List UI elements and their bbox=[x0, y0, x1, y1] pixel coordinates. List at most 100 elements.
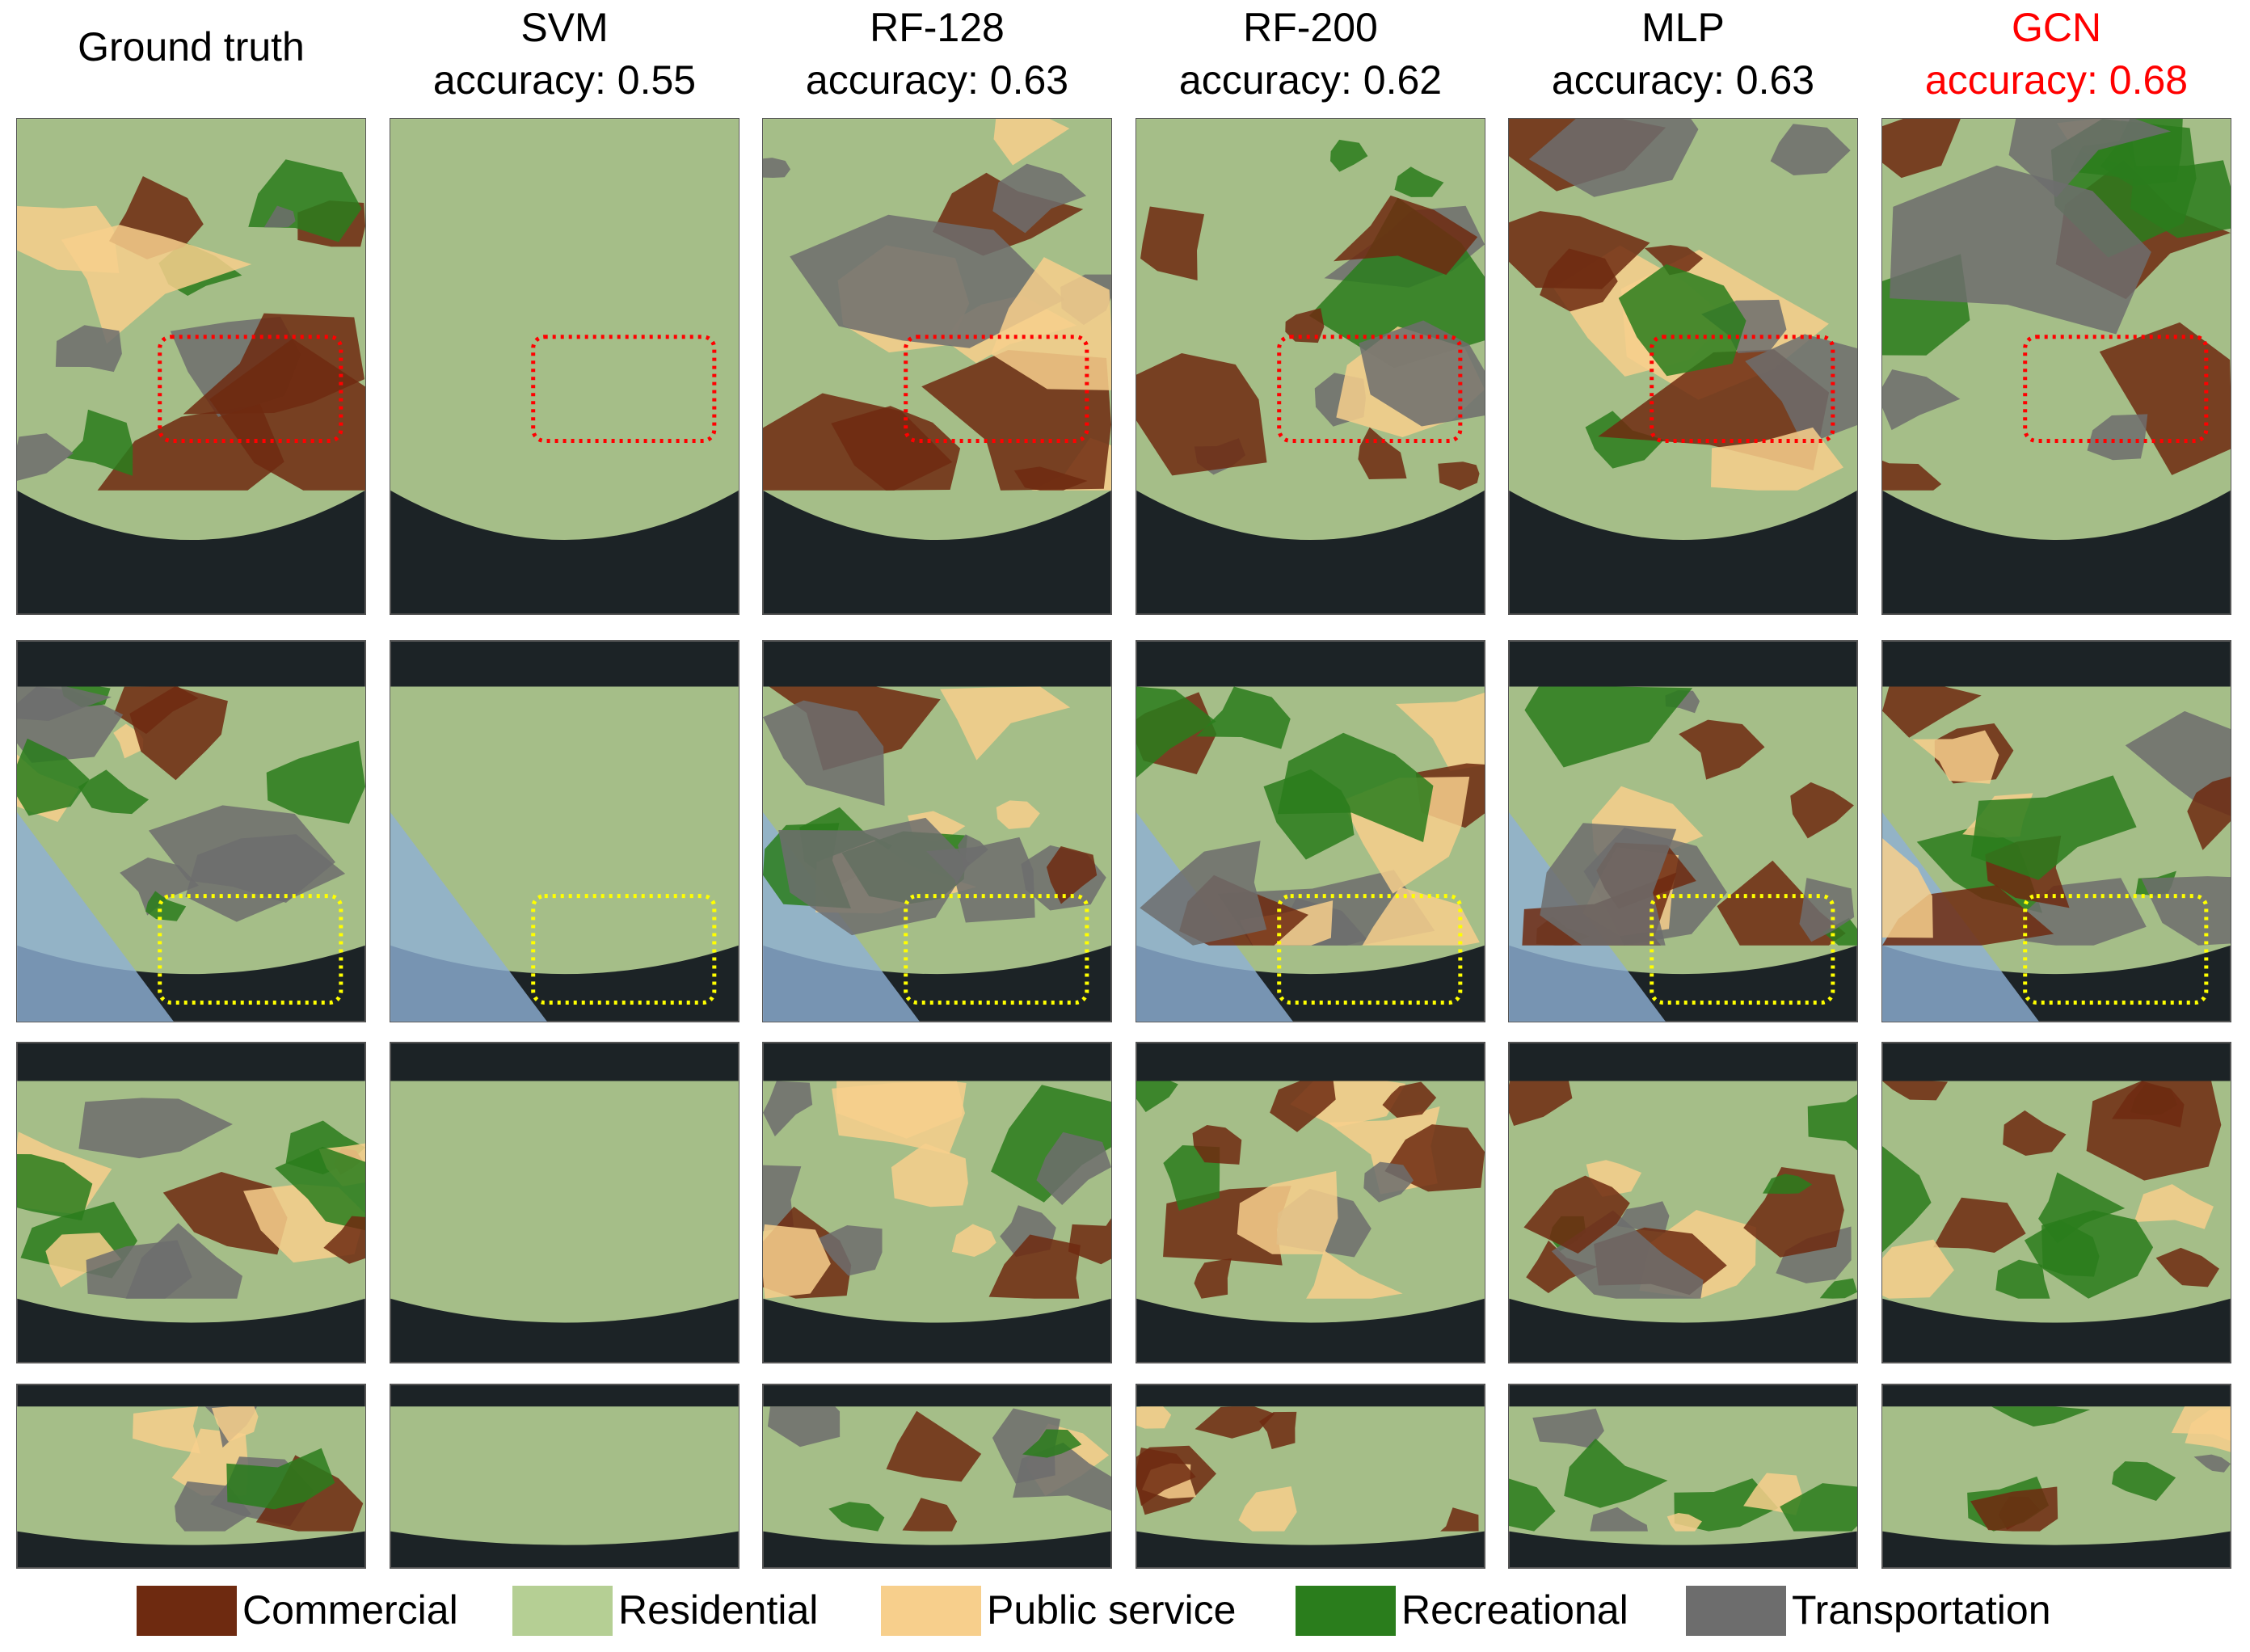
region bbox=[2008, 119, 2172, 198]
map-panel bbox=[1881, 640, 2231, 1022]
harbor bbox=[390, 811, 547, 1022]
region bbox=[1362, 887, 1480, 946]
region bbox=[1616, 1201, 1670, 1233]
region bbox=[1196, 686, 1291, 749]
region bbox=[2041, 1210, 2154, 1299]
region bbox=[78, 1098, 233, 1159]
map-panel bbox=[762, 1042, 1112, 1363]
region bbox=[1334, 195, 1478, 276]
map-panel bbox=[1136, 1384, 1485, 1569]
region bbox=[763, 1224, 831, 1299]
legend-label: Commercial bbox=[242, 1587, 458, 1633]
region bbox=[2099, 322, 2231, 475]
map-panel bbox=[390, 118, 739, 615]
region bbox=[1882, 686, 1982, 738]
map-panel bbox=[762, 640, 1112, 1022]
region bbox=[1991, 1406, 2091, 1427]
map-panel bbox=[1881, 1042, 2231, 1363]
region bbox=[1136, 686, 1216, 778]
region bbox=[992, 1408, 1060, 1484]
region bbox=[1540, 823, 1677, 946]
map-panel bbox=[762, 1384, 1112, 1569]
column-title: Ground truth bbox=[78, 24, 305, 70]
column-title: RF-128 bbox=[870, 5, 1005, 50]
column-subtitle: accuracy: 0.68 bbox=[1925, 57, 2188, 103]
region bbox=[2087, 414, 2148, 461]
region bbox=[1882, 119, 1961, 179]
region bbox=[2185, 1409, 2231, 1452]
region bbox=[1509, 1478, 1556, 1532]
region bbox=[145, 891, 187, 921]
region bbox=[1140, 206, 1205, 281]
legend-label: Public service bbox=[987, 1587, 1236, 1633]
region bbox=[61, 225, 252, 344]
land bbox=[390, 1081, 739, 1323]
map-panel bbox=[1508, 640, 1858, 1022]
region bbox=[1882, 1146, 1932, 1253]
region bbox=[1564, 1438, 1668, 1508]
region bbox=[790, 214, 1065, 348]
region bbox=[988, 1234, 1081, 1299]
column-subtitle: accuracy: 0.62 bbox=[1179, 57, 1442, 103]
column-subtitle: accuracy: 0.55 bbox=[433, 57, 696, 103]
harbor bbox=[17, 811, 174, 1022]
region bbox=[2130, 160, 2231, 238]
region bbox=[86, 1240, 192, 1299]
region bbox=[891, 1143, 968, 1207]
region bbox=[763, 1081, 813, 1137]
region bbox=[1882, 369, 1961, 431]
region bbox=[211, 1406, 259, 1442]
map-panel bbox=[1136, 118, 1485, 615]
highlight-box bbox=[904, 894, 1089, 1005]
region bbox=[55, 325, 122, 373]
region bbox=[1192, 1125, 1242, 1165]
region bbox=[1509, 1081, 1573, 1126]
region bbox=[778, 817, 970, 936]
map-panel bbox=[16, 1042, 366, 1363]
region bbox=[133, 1406, 200, 1454]
land bbox=[390, 1406, 739, 1545]
region bbox=[1970, 775, 2137, 880]
region bbox=[1330, 139, 1368, 172]
region bbox=[816, 1224, 883, 1276]
region bbox=[763, 158, 791, 179]
harbor bbox=[1136, 811, 1293, 1022]
map-panel bbox=[390, 640, 739, 1022]
region bbox=[1036, 1132, 1111, 1205]
region bbox=[1540, 248, 1618, 312]
map-panel bbox=[1136, 1042, 1485, 1363]
region bbox=[129, 686, 228, 781]
region bbox=[1912, 730, 1999, 784]
region bbox=[1136, 353, 1267, 476]
region bbox=[1807, 1094, 1857, 1151]
region bbox=[1238, 1486, 1297, 1532]
region bbox=[2086, 1081, 2222, 1181]
region bbox=[828, 1502, 885, 1532]
region bbox=[2112, 1461, 2176, 1502]
region bbox=[1382, 1081, 1437, 1118]
map-panel bbox=[390, 1384, 739, 1569]
region bbox=[996, 800, 1040, 829]
region bbox=[1644, 245, 1704, 276]
region bbox=[1195, 1406, 1275, 1439]
region bbox=[45, 1233, 122, 1287]
region bbox=[17, 433, 74, 481]
highlight-box bbox=[1650, 894, 1835, 1005]
region bbox=[2193, 1454, 2231, 1473]
land bbox=[390, 119, 739, 541]
region bbox=[1359, 320, 1485, 427]
map-panel bbox=[390, 1042, 739, 1363]
region bbox=[1237, 1171, 1338, 1255]
legend-swatch bbox=[1686, 1586, 1786, 1636]
legend-swatch bbox=[137, 1586, 237, 1636]
region bbox=[1259, 1411, 1297, 1450]
land bbox=[1136, 1406, 1485, 1545]
highlight-box bbox=[531, 894, 717, 1005]
region bbox=[1745, 334, 1857, 446]
region bbox=[1618, 263, 1746, 377]
region bbox=[1136, 1448, 1196, 1507]
column-title: SVM bbox=[520, 5, 608, 50]
region bbox=[1194, 1258, 1232, 1299]
region bbox=[323, 1216, 365, 1264]
